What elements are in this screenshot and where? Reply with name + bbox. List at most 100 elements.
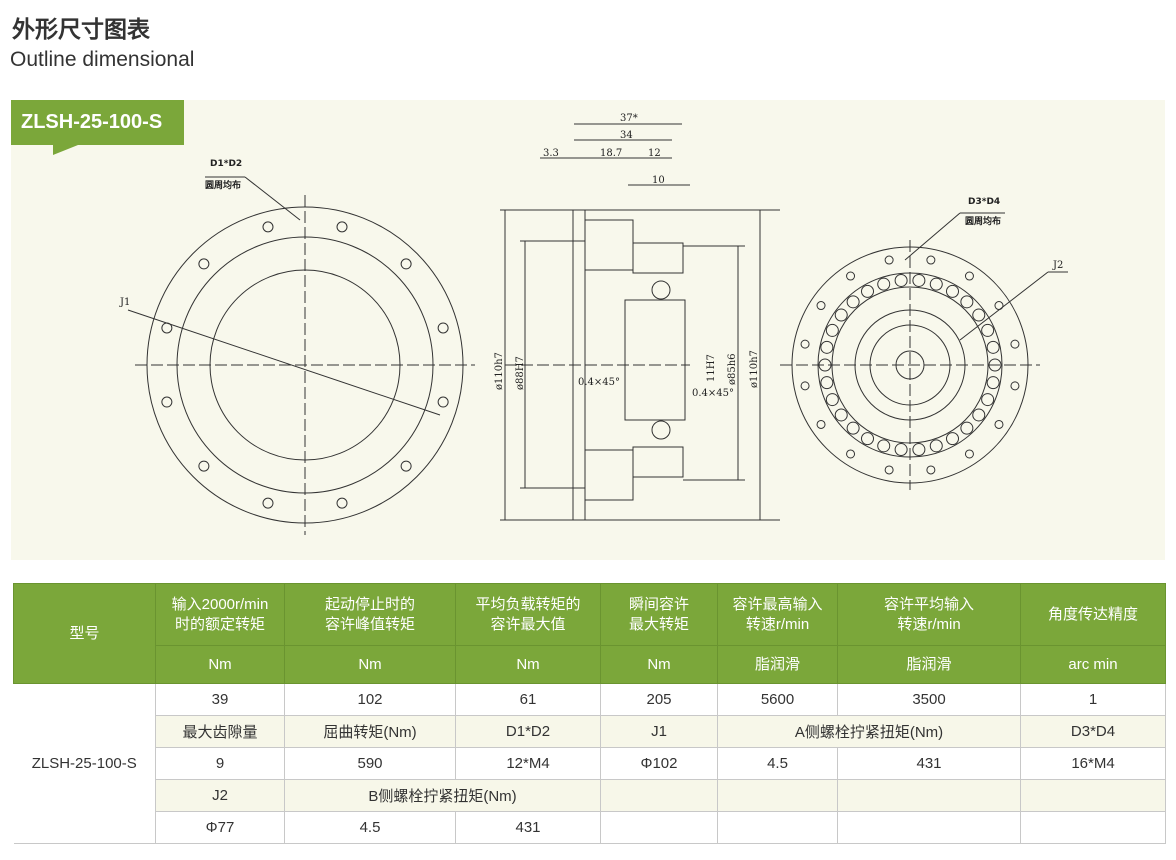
bolt-hole xyxy=(336,221,348,233)
dim-110h7-right: ø110h7 xyxy=(749,350,760,388)
hole-note-a: 圆周均布 xyxy=(205,179,241,191)
bolt-hole xyxy=(1010,339,1020,349)
col-header-accuracy: 角度传达精度 xyxy=(1020,583,1166,646)
bolt-hole xyxy=(964,449,974,459)
col-header-model: 型号 xyxy=(13,583,156,684)
cell: 102 xyxy=(284,683,456,716)
j2-label: J2 xyxy=(1052,260,1063,271)
bolt-hole xyxy=(161,396,173,408)
roller xyxy=(861,284,874,298)
bolt-hole xyxy=(800,381,810,391)
dim-18-7: 18.7 xyxy=(600,148,622,159)
roller xyxy=(820,340,834,354)
j1-label: J1 xyxy=(119,297,130,308)
model-tag: ZLSH-25-100-S xyxy=(11,100,184,145)
bolt-hole xyxy=(816,419,826,429)
roller xyxy=(912,273,926,287)
dim-110h7-left: ø110h7 xyxy=(494,352,505,390)
bolt-hole xyxy=(262,221,274,233)
bolt-hole xyxy=(437,322,449,334)
cell: 431 xyxy=(837,747,1021,780)
chamfer-left: 0.4×45° xyxy=(578,377,620,388)
cell: 205 xyxy=(600,683,718,716)
front-view-a: D1*D2 圆周均布 J1 xyxy=(119,159,475,535)
roller xyxy=(834,308,848,322)
spec-table: 型号 输入2000r/min 时的额定转矩 起动停止时的 容许峰值转矩 平均负载转矩… xyxy=(13,583,1166,844)
roller xyxy=(861,432,874,446)
roller xyxy=(972,408,986,422)
bolt-hole xyxy=(437,396,449,408)
cell: J2 xyxy=(155,779,285,812)
outline-drawing: D1*D2 圆周均布 J1 37* 34 3.3 18.7 12 10 ø110… xyxy=(119,113,1068,535)
cell: 4.5 xyxy=(717,747,838,780)
col-header-avg-speed: 容许平均输入 转速r/min xyxy=(837,583,1021,646)
unit: Nm xyxy=(600,645,718,684)
unit: 脂润滑 xyxy=(837,645,1021,684)
bolt-hole xyxy=(884,255,894,265)
unit: Nm xyxy=(284,645,456,684)
dim-12: 12 xyxy=(648,148,661,159)
hole-note-b: 圆周均布 xyxy=(965,215,1001,227)
roller xyxy=(834,408,848,422)
cell: A侧螺栓拧紧扭矩(Nm) xyxy=(717,715,1021,748)
front-view-b: D3*D4 圆周均布 J2 xyxy=(780,197,1068,490)
chamfer-right: 0.4×45° xyxy=(692,388,734,399)
dim-34: 34 xyxy=(620,130,633,141)
bolt-hole xyxy=(198,258,210,270)
cell: B侧螺栓拧紧扭矩(Nm) xyxy=(284,779,601,812)
roller xyxy=(972,308,986,322)
roller xyxy=(986,340,1000,354)
cell: 最大齿隙量 xyxy=(155,715,285,748)
cell: 1 xyxy=(1020,683,1166,716)
roller xyxy=(894,443,908,457)
cell xyxy=(600,811,718,844)
unit: Nm xyxy=(455,645,601,684)
cell xyxy=(1020,811,1166,844)
cell: 屈曲转矩(Nm) xyxy=(284,715,456,748)
dim-10: 10 xyxy=(652,175,665,186)
cell xyxy=(717,811,838,844)
bolt-hole xyxy=(262,497,274,509)
cell xyxy=(837,779,1021,812)
cell: 39 xyxy=(155,683,285,716)
roller xyxy=(946,284,959,298)
bolt-hole xyxy=(336,497,348,509)
roller xyxy=(960,421,974,435)
bolt-hole xyxy=(198,460,210,472)
cell: Φ102 xyxy=(600,747,718,780)
cell xyxy=(1020,779,1166,812)
roller xyxy=(986,376,1000,390)
unit: arc min xyxy=(1020,645,1166,684)
roller xyxy=(981,393,995,407)
cell: 61 xyxy=(455,683,601,716)
bolt-hole xyxy=(846,271,856,281)
col-header-rated-torque: 输入2000r/min 时的额定转矩 xyxy=(155,583,285,646)
roller xyxy=(846,295,860,309)
roller xyxy=(929,439,943,453)
col-header-peak-torque: 起动停止时的 容许峰值转矩 xyxy=(284,583,456,646)
cell: 590 xyxy=(284,747,456,780)
model-cell: ZLSH-25-100-S xyxy=(13,683,156,844)
bolt-hole xyxy=(964,271,974,281)
roller xyxy=(825,323,839,337)
cell xyxy=(837,811,1021,844)
unit: Nm xyxy=(155,645,285,684)
roller xyxy=(981,323,995,337)
col-header-momentary-max: 瞬间容许 最大转矩 xyxy=(600,583,718,646)
cell: 5600 xyxy=(717,683,838,716)
cell: Φ77 xyxy=(155,811,285,844)
dim-88h7: ø88H7 xyxy=(515,356,526,390)
bolt-hole xyxy=(926,465,936,475)
col-header-avg-max: 平均负载转矩的 容许最大值 xyxy=(455,583,601,646)
cell: 3500 xyxy=(837,683,1021,716)
cell: 12*M4 xyxy=(455,747,601,780)
roller xyxy=(846,421,860,435)
cell xyxy=(600,779,718,812)
cell: 431 xyxy=(455,811,601,844)
d1d2-label: D1*D2 xyxy=(210,159,242,169)
bolt-hole xyxy=(400,460,412,472)
roller xyxy=(894,273,908,287)
page-subtitle: Outline dimensional xyxy=(10,48,195,71)
bolt-hole xyxy=(816,301,826,311)
dim-11h7: 11H7 xyxy=(706,354,717,382)
